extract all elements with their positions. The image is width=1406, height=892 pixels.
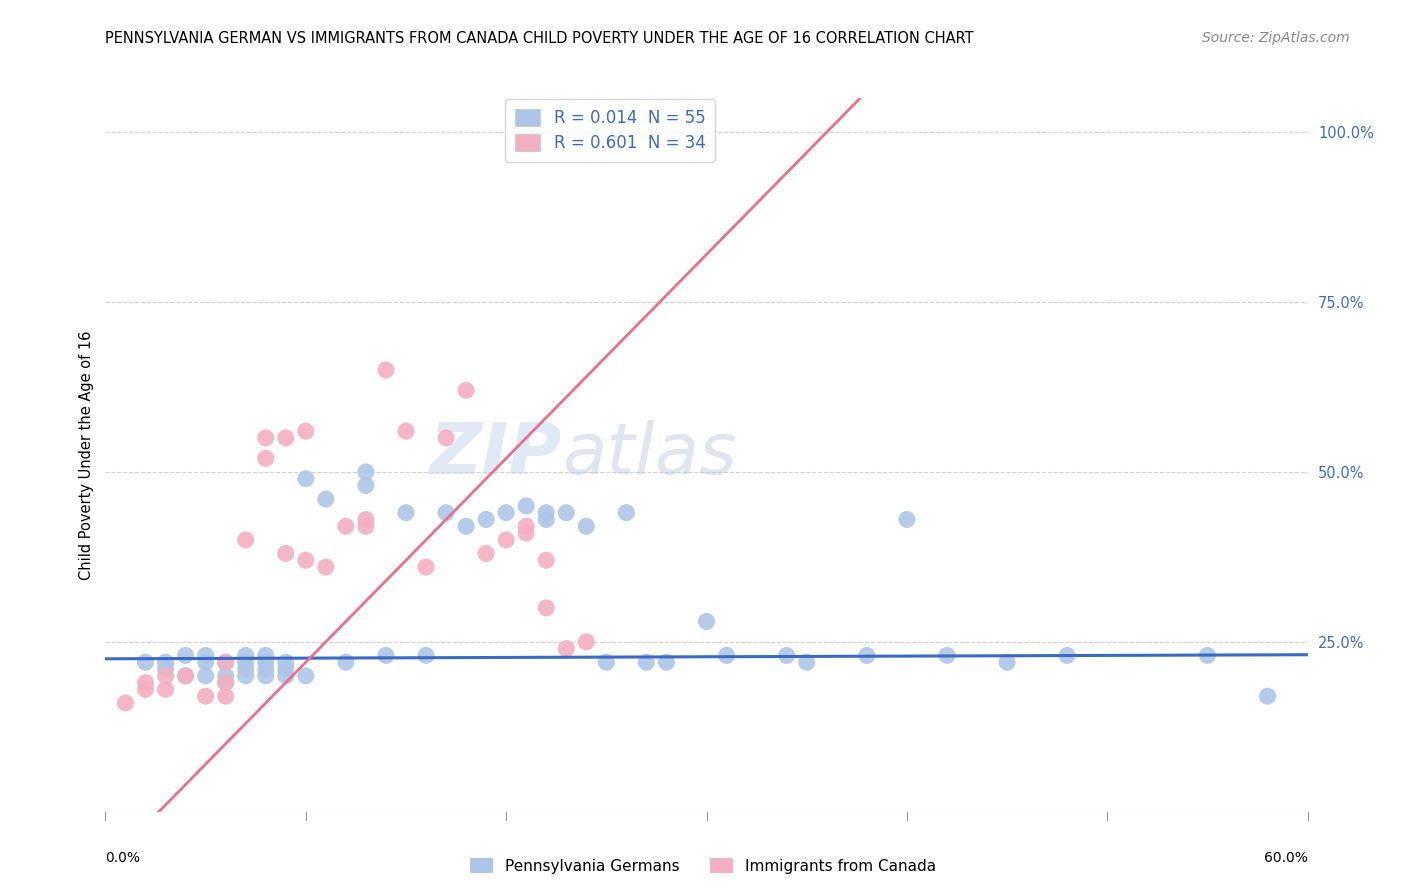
Point (235, 533, 257, 547)
Point (214, 655, 236, 669)
Point (194, 648, 217, 663)
Point (174, 669, 197, 683)
Point (254, 662, 277, 676)
Point (776, 648, 799, 663)
Point (274, 669, 297, 683)
Point (235, 648, 257, 663)
Point (855, 648, 877, 663)
Point (315, 560, 337, 574)
Point (274, 546, 297, 560)
Point (295, 553, 318, 567)
Y-axis label: Child Poverty Under the Age of 16: Child Poverty Under the Age of 16 (79, 330, 94, 580)
Point (374, 363, 398, 377)
Point (696, 615, 718, 629)
Point (214, 675, 236, 690)
Point (194, 655, 217, 669)
Point (214, 689, 236, 703)
Point (274, 431, 297, 445)
Point (174, 648, 197, 663)
Text: 0.0%: 0.0% (105, 851, 141, 865)
Point (515, 526, 537, 541)
Point (395, 506, 418, 520)
Point (155, 669, 177, 683)
Point (335, 519, 357, 533)
Point (454, 384, 477, 398)
Point (254, 451, 277, 466)
Point (354, 465, 377, 479)
Text: Source: ZipAtlas.com: Source: ZipAtlas.com (1202, 31, 1350, 45)
Point (235, 655, 257, 669)
Point (716, 648, 738, 663)
Point (595, 655, 617, 669)
Text: PENNSYLVANIA GERMAN VS IMMIGRANTS FROM CANADA CHILD POVERTY UNDER THE AGE OF 16 : PENNSYLVANIA GERMAN VS IMMIGRANTS FROM C… (105, 31, 974, 46)
Point (354, 512, 377, 526)
Point (1056, 648, 1078, 663)
Point (575, 635, 598, 649)
Point (214, 675, 236, 690)
Text: ZIP: ZIP (430, 420, 562, 490)
Point (534, 553, 557, 567)
Point (616, 506, 638, 520)
Point (335, 655, 357, 669)
Point (114, 696, 136, 710)
Point (655, 655, 678, 669)
Text: 60.0%: 60.0% (1264, 851, 1308, 865)
Point (395, 424, 418, 438)
Point (315, 492, 337, 507)
Point (354, 478, 377, 492)
Legend: Pennsylvania Germans, Immigrants from Canada: Pennsylvania Germans, Immigrants from Ca… (464, 852, 942, 880)
Point (295, 424, 318, 438)
Point (796, 655, 818, 669)
Point (415, 648, 437, 663)
Point (214, 669, 236, 683)
Point (534, 506, 557, 520)
Point (1257, 689, 1279, 703)
Point (1197, 648, 1219, 663)
Point (254, 655, 277, 669)
Point (415, 560, 437, 574)
Point (135, 675, 157, 690)
Point (374, 648, 398, 663)
Point (555, 506, 578, 520)
Point (274, 655, 297, 669)
Point (575, 519, 598, 533)
Point (135, 682, 157, 697)
Point (354, 519, 377, 533)
Point (896, 512, 918, 526)
Point (434, 506, 457, 520)
Point (534, 600, 557, 615)
Point (155, 682, 177, 697)
Point (475, 512, 498, 526)
Point (135, 655, 157, 669)
Point (555, 641, 578, 656)
Point (235, 662, 257, 676)
Point (214, 655, 236, 669)
Point (515, 499, 537, 513)
Point (274, 662, 297, 676)
Point (194, 669, 217, 683)
Point (995, 655, 1018, 669)
Point (534, 512, 557, 526)
Legend: R = 0.014  N = 55, R = 0.601  N = 34: R = 0.014 N = 55, R = 0.601 N = 34 (505, 99, 716, 162)
Point (254, 669, 277, 683)
Point (475, 546, 498, 560)
Point (194, 689, 217, 703)
Point (495, 533, 517, 547)
Point (295, 472, 318, 486)
Point (155, 655, 177, 669)
Point (295, 669, 318, 683)
Point (434, 431, 457, 445)
Point (155, 662, 177, 676)
Point (936, 648, 959, 663)
Point (454, 519, 477, 533)
Point (495, 506, 517, 520)
Point (515, 519, 537, 533)
Point (254, 431, 277, 445)
Point (636, 655, 658, 669)
Point (174, 669, 197, 683)
Text: atlas: atlas (562, 420, 737, 490)
Point (235, 669, 257, 683)
Point (254, 648, 277, 663)
